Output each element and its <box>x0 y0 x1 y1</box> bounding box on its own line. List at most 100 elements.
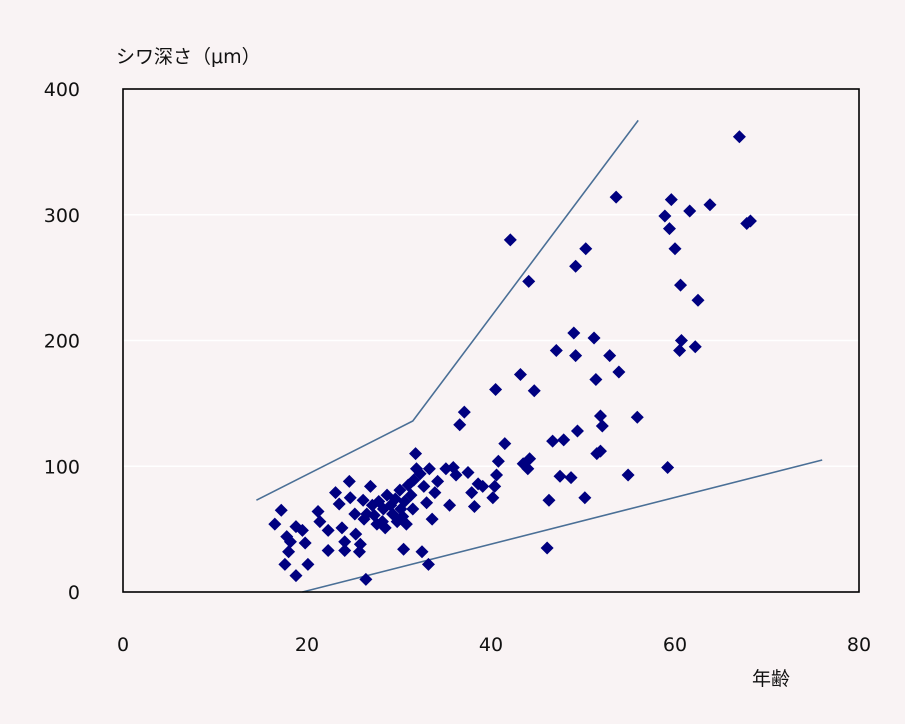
data-point <box>662 222 676 236</box>
y-tick-label: 300 <box>44 205 80 227</box>
data-point <box>542 493 556 507</box>
data-point <box>612 365 626 379</box>
data-point <box>274 503 288 517</box>
data-point <box>540 541 554 555</box>
data-point <box>301 557 315 571</box>
data-point <box>569 349 583 363</box>
data-point <box>449 468 463 482</box>
data-point <box>489 383 503 397</box>
data-point <box>567 326 581 340</box>
y-tick-label: 200 <box>44 331 80 353</box>
data-point <box>673 344 687 358</box>
reference-line-1 <box>256 119 639 501</box>
data-point <box>661 461 675 475</box>
x-axis-label: 年齢 <box>752 668 791 690</box>
data-point <box>691 293 705 307</box>
data-point <box>513 367 527 381</box>
y-tick-label: 100 <box>44 456 80 478</box>
data-point <box>557 433 571 447</box>
data-point <box>413 467 427 481</box>
data-point <box>289 569 303 583</box>
data-point <box>295 523 309 537</box>
data-point <box>359 572 373 586</box>
reference-lines <box>256 119 823 593</box>
x-tick-label: 40 <box>479 634 503 656</box>
data-point <box>589 372 603 386</box>
data-point <box>609 190 623 204</box>
data-point <box>311 505 325 519</box>
y-tick-labels: 0 100 200 300 400 <box>44 79 80 604</box>
data-point <box>743 214 757 228</box>
data-point <box>488 479 502 493</box>
data-point <box>425 512 439 526</box>
data-point <box>595 419 609 433</box>
data-point <box>467 499 481 513</box>
data-point <box>503 233 517 247</box>
data-point <box>393 483 407 497</box>
data-point <box>498 437 512 451</box>
x-tick-label: 80 <box>847 634 871 656</box>
data-point <box>732 130 746 144</box>
data-point <box>593 444 607 458</box>
data-point <box>443 498 457 512</box>
data-point <box>664 193 678 207</box>
data-point <box>332 497 346 511</box>
data-point <box>329 486 343 500</box>
data-point <box>674 334 688 347</box>
y-tick-label: 0 <box>68 582 80 604</box>
data-point <box>417 479 431 493</box>
data-point <box>579 242 593 256</box>
data-point <box>523 452 537 466</box>
data-point <box>388 492 402 506</box>
data-point <box>490 468 504 482</box>
data-point <box>313 515 327 529</box>
data-point <box>404 488 418 502</box>
data-point <box>570 424 584 438</box>
data-point <box>549 344 563 358</box>
data-point <box>522 274 536 288</box>
x-tick-label: 0 <box>117 634 129 656</box>
data-point <box>521 462 535 476</box>
data-point <box>668 242 682 256</box>
data-point <box>683 204 697 218</box>
data-point <box>569 259 583 273</box>
data-point <box>688 340 702 354</box>
data-point <box>406 502 420 516</box>
data-point <box>415 545 429 559</box>
data-point <box>363 479 377 493</box>
data-point <box>486 491 500 505</box>
data-point <box>283 535 297 549</box>
x-tick-label: 20 <box>295 634 319 656</box>
data-point <box>298 536 312 550</box>
data-point <box>527 384 541 398</box>
data-point <box>453 418 467 432</box>
data-point <box>593 409 607 423</box>
data-point <box>428 486 442 500</box>
data-point <box>457 405 471 419</box>
data-point <box>465 486 479 500</box>
data-point <box>338 535 352 549</box>
x-tick-labels: 0 20 40 60 80 <box>117 634 871 656</box>
data-point <box>349 527 363 541</box>
data-point <box>378 521 392 535</box>
data-point <box>397 542 411 556</box>
plot-frame <box>122 88 860 593</box>
data-point <box>348 507 362 521</box>
y-tick-label: 400 <box>44 79 80 101</box>
data-point <box>268 517 282 531</box>
data-point <box>352 545 366 559</box>
data-point <box>356 493 370 507</box>
data-point <box>278 557 292 571</box>
data-point <box>421 557 435 571</box>
data-point <box>342 474 356 488</box>
data-point <box>343 491 357 505</box>
data-point <box>321 544 335 558</box>
data-point <box>703 198 717 212</box>
data-point <box>674 278 688 292</box>
data-point <box>621 468 635 482</box>
data-point <box>553 469 567 483</box>
data-points <box>268 130 757 586</box>
data-point <box>321 523 335 537</box>
data-point <box>338 544 352 558</box>
